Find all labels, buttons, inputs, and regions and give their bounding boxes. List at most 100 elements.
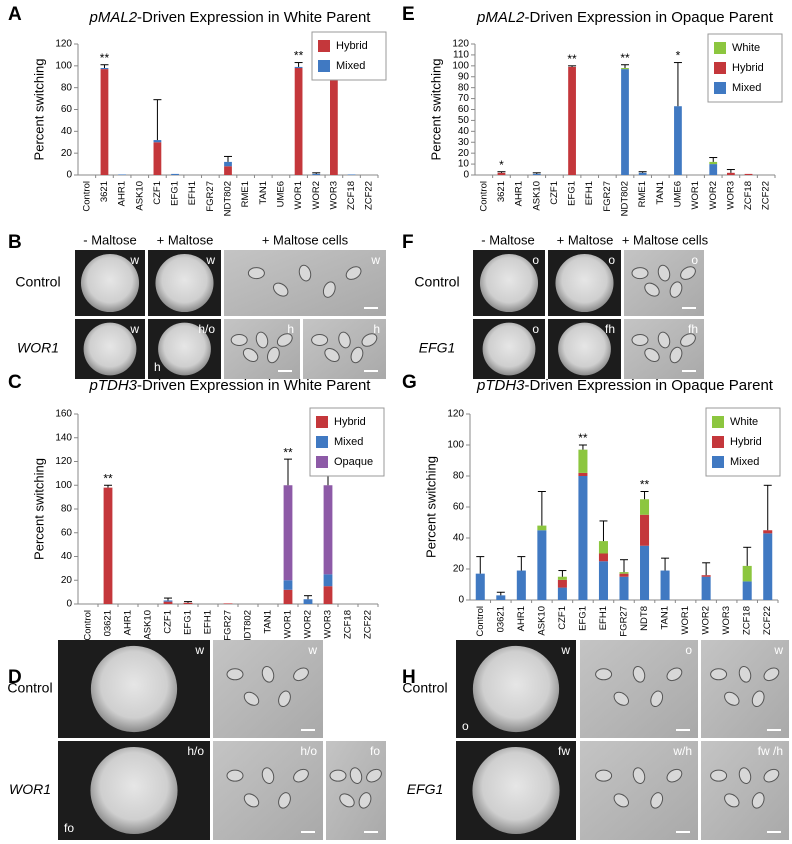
colony bbox=[158, 322, 211, 376]
x-tick-label: WOR1 bbox=[680, 606, 691, 635]
x-tick-label: ZCF22 bbox=[363, 610, 374, 639]
cell bbox=[311, 334, 329, 346]
bar-segment bbox=[578, 472, 588, 476]
y-tick-label: 120 bbox=[452, 39, 469, 50]
bar-segment bbox=[303, 599, 313, 604]
x-tick-label: 3621 bbox=[99, 181, 110, 202]
title-rest: -Driven Expression in Opaque Parent bbox=[525, 9, 774, 26]
bar-segment bbox=[171, 173, 179, 175]
photo-tag: h bbox=[287, 322, 294, 336]
bar-segment bbox=[497, 172, 506, 175]
cell-photo bbox=[224, 250, 386, 316]
x-tick-label: EFH1 bbox=[598, 606, 609, 630]
cell-photo bbox=[213, 741, 323, 840]
cell bbox=[680, 333, 696, 347]
bar-segment bbox=[312, 173, 321, 175]
y-tick-label: 80 bbox=[61, 82, 73, 93]
x-tick-label: TAN1 bbox=[258, 181, 269, 205]
y-tick-label: 0 bbox=[66, 170, 72, 181]
photo-tag: w bbox=[129, 253, 139, 267]
x-tick-label: RME1 bbox=[637, 181, 648, 207]
y-tick-label: 90 bbox=[458, 71, 470, 82]
bar-segment bbox=[516, 570, 526, 600]
cell bbox=[666, 768, 683, 783]
y-tick-label: 0 bbox=[458, 595, 464, 606]
x-tick-label: CZF1 bbox=[163, 610, 174, 634]
photo-tag: o bbox=[608, 253, 615, 267]
cell bbox=[763, 768, 780, 783]
cell bbox=[349, 767, 363, 784]
x-tick-label: WOR3 bbox=[721, 606, 732, 635]
bar-segment bbox=[557, 576, 567, 580]
y-tick-label: 40 bbox=[458, 126, 470, 137]
significance: ** bbox=[620, 51, 630, 65]
title-gene: pTDH3 bbox=[476, 377, 525, 394]
y-tick-label: 60 bbox=[61, 104, 73, 115]
column-header: - Maltose bbox=[83, 232, 136, 247]
y-axis-label: Percent switching bbox=[31, 59, 46, 161]
x-tick-label: WOR2 bbox=[708, 181, 719, 210]
cell bbox=[632, 665, 646, 683]
colony bbox=[155, 253, 214, 313]
bar-segment bbox=[100, 68, 109, 70]
legend-swatch bbox=[714, 62, 726, 74]
photo-tag: o bbox=[532, 322, 539, 336]
cell bbox=[338, 331, 351, 349]
cell-photo bbox=[701, 741, 789, 840]
cell bbox=[680, 266, 696, 280]
x-tick-label: ZCF22 bbox=[364, 181, 375, 210]
x-tick-label: AHR1 bbox=[117, 181, 128, 206]
y-tick-label: 60 bbox=[458, 104, 470, 115]
x-tick-label: WOR3 bbox=[323, 610, 334, 639]
significance: ** bbox=[578, 431, 588, 445]
x-tick-label: CZF1 bbox=[152, 181, 163, 205]
legend-label: White bbox=[732, 42, 760, 54]
x-tick-label: EFH1 bbox=[203, 610, 214, 634]
y-tick-label: 10 bbox=[458, 159, 470, 170]
cell bbox=[255, 331, 269, 349]
cell-photo bbox=[303, 319, 386, 379]
y-tick-label: 40 bbox=[61, 551, 73, 562]
y-tick-label: 50 bbox=[458, 115, 470, 126]
bar-segment bbox=[323, 586, 333, 604]
x-tick-label: ASK10 bbox=[134, 181, 145, 211]
colony bbox=[479, 253, 539, 313]
cell-photo bbox=[224, 319, 300, 379]
panel-letter: H bbox=[402, 667, 416, 688]
bar-segment bbox=[183, 602, 193, 604]
x-tick-label: 03621 bbox=[103, 610, 114, 636]
x-tick-label: WOR1 bbox=[690, 181, 701, 210]
x-tick-label: EFH1 bbox=[584, 181, 595, 205]
photo-tag: o bbox=[685, 643, 692, 657]
bar-segment bbox=[701, 576, 711, 600]
bar-segment bbox=[475, 573, 485, 600]
cell bbox=[273, 282, 289, 297]
cell bbox=[657, 264, 671, 282]
legend-swatch bbox=[318, 60, 330, 72]
bar-segment bbox=[709, 164, 718, 175]
row-label: EFG1 bbox=[419, 340, 456, 356]
cell bbox=[631, 334, 649, 346]
panel-letter: E bbox=[402, 4, 415, 25]
cell bbox=[226, 769, 244, 782]
x-tick-label: ZCF18 bbox=[346, 181, 357, 210]
cell bbox=[261, 665, 275, 683]
legend-swatch bbox=[714, 82, 726, 94]
colony bbox=[472, 746, 560, 835]
bar-segment bbox=[323, 574, 333, 587]
title-rest: -Driven Expression in White Parent bbox=[137, 377, 371, 394]
cell bbox=[666, 667, 683, 682]
y-tick-label: 100 bbox=[452, 60, 469, 71]
photo-tag: h bbox=[154, 360, 161, 374]
x-tick-label: AHR1 bbox=[123, 610, 134, 635]
cell bbox=[278, 690, 291, 708]
y-tick-label: 20 bbox=[61, 575, 73, 586]
y-tick-label: 100 bbox=[55, 60, 72, 71]
y-tick-label: 110 bbox=[453, 50, 469, 61]
x-tick-label: FGR27 bbox=[619, 606, 630, 637]
colony bbox=[90, 645, 178, 733]
y-tick-label: 20 bbox=[61, 148, 73, 159]
bar-segment bbox=[568, 66, 576, 175]
x-tick-label: UME6 bbox=[275, 181, 286, 207]
